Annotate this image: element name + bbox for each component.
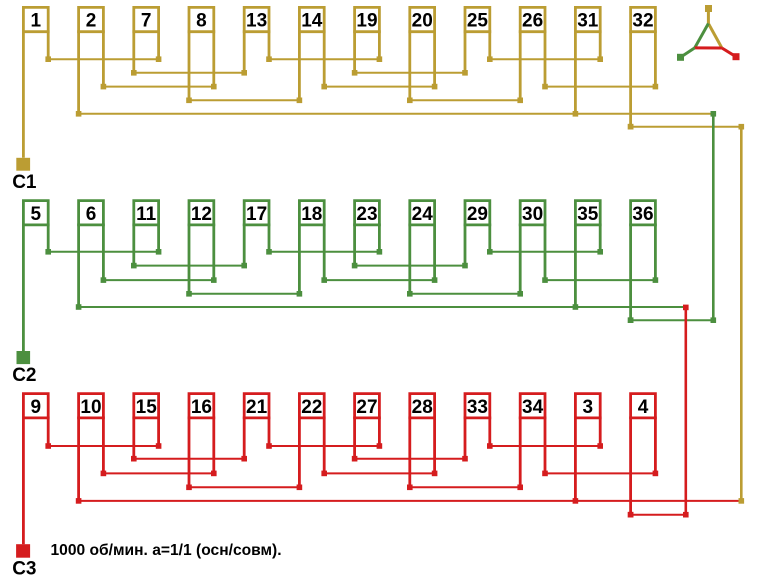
svg-text:C2: C2 xyxy=(12,365,36,386)
svg-text:23: 23 xyxy=(356,204,377,225)
svg-text:31: 31 xyxy=(577,11,599,32)
svg-text:29: 29 xyxy=(467,204,488,225)
svg-text:21: 21 xyxy=(246,397,268,418)
svg-text:13: 13 xyxy=(246,11,267,32)
svg-text:20: 20 xyxy=(412,11,433,32)
svg-text:36: 36 xyxy=(632,204,653,225)
svg-text:33: 33 xyxy=(467,397,488,418)
svg-text:1: 1 xyxy=(31,11,42,32)
svg-text:4: 4 xyxy=(638,397,649,418)
svg-text:12: 12 xyxy=(191,204,212,225)
svg-text:9: 9 xyxy=(31,397,42,418)
svg-text:32: 32 xyxy=(632,11,653,32)
svg-text:14: 14 xyxy=(301,11,323,32)
svg-text:8: 8 xyxy=(196,11,207,32)
svg-text:3: 3 xyxy=(583,397,594,418)
svg-text:19: 19 xyxy=(356,11,377,32)
svg-text:27: 27 xyxy=(356,397,377,418)
svg-text:26: 26 xyxy=(522,11,543,32)
svg-text:15: 15 xyxy=(136,397,158,418)
svg-text:2: 2 xyxy=(86,11,97,32)
svg-text:18: 18 xyxy=(301,204,322,225)
svg-text:11: 11 xyxy=(136,204,157,225)
svg-text:5: 5 xyxy=(31,204,42,225)
svg-text:6: 6 xyxy=(86,204,97,225)
svg-text:1000 об/мин. a=1/1 (осн/совм).: 1000 об/мин. a=1/1 (осн/совм). xyxy=(51,542,282,559)
svg-text:34: 34 xyxy=(522,397,544,418)
svg-text:22: 22 xyxy=(301,397,322,418)
svg-text:28: 28 xyxy=(412,397,433,418)
svg-text:35: 35 xyxy=(577,204,599,225)
svg-text:7: 7 xyxy=(141,11,152,32)
svg-text:10: 10 xyxy=(80,397,101,418)
svg-text:16: 16 xyxy=(191,397,212,418)
svg-text:17: 17 xyxy=(246,204,267,225)
svg-text:C1: C1 xyxy=(12,172,37,193)
svg-text:30: 30 xyxy=(522,204,543,225)
svg-text:24: 24 xyxy=(412,204,434,225)
svg-text:25: 25 xyxy=(467,11,489,32)
svg-text:C3: C3 xyxy=(12,558,36,579)
